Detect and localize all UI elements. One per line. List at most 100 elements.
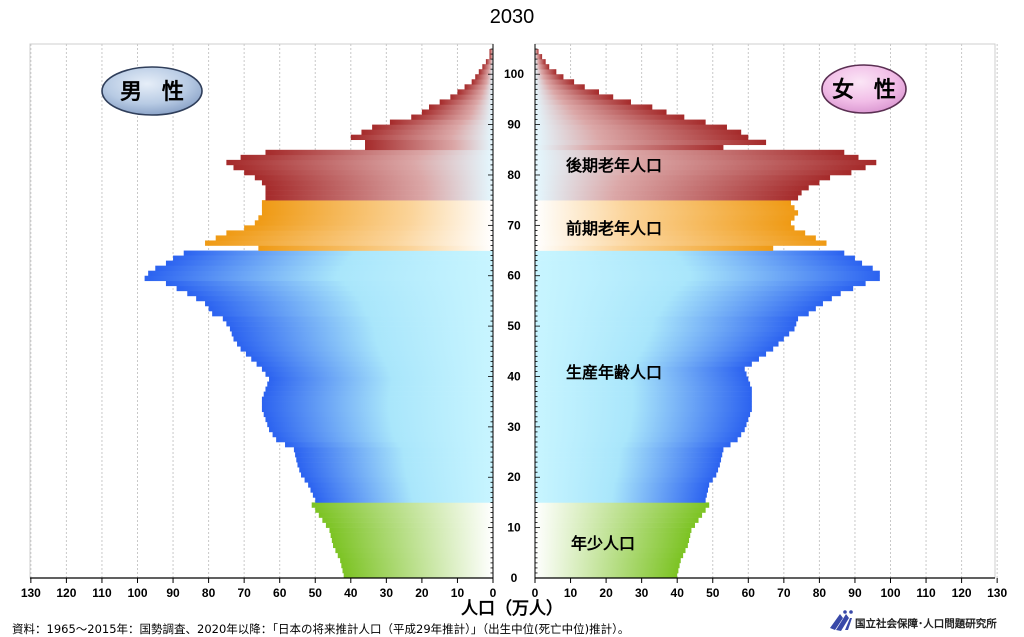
female-bar: [535, 457, 722, 463]
male-bar: [258, 245, 493, 251]
male-bar: [310, 487, 493, 493]
male-bar: [276, 436, 493, 443]
female-bar: [535, 190, 802, 196]
female-label-bubble: [821, 64, 907, 114]
male-bar: [365, 139, 493, 146]
female-bar: [535, 124, 727, 130]
male-bar: [208, 305, 493, 312]
x-tick-label: 60: [742, 586, 756, 600]
male-bar: [205, 300, 494, 307]
male-bar: [333, 542, 493, 549]
female-bar: [535, 200, 791, 206]
female-bar: [535, 351, 767, 357]
male-bar: [299, 467, 493, 473]
female-bar: [535, 159, 877, 166]
female-bar: [535, 169, 852, 176]
male-label-badge: 男 性: [101, 66, 203, 116]
age-ticks: 0 10 20 30 40 50 60 70 80 90 100: [488, 48, 540, 585]
female-bar: [535, 356, 759, 362]
male-bar: [331, 537, 493, 544]
female-bar: [535, 411, 751, 418]
male-bar: [244, 225, 493, 231]
female-bar: [535, 79, 575, 85]
male-bar: [482, 64, 493, 70]
male-bar: [312, 492, 493, 498]
x-tick-label: 120: [952, 586, 972, 600]
male-bar: [258, 215, 493, 221]
male-bar: [301, 472, 493, 478]
age-tick-label: 40: [507, 369, 521, 383]
female-bar: [535, 386, 752, 392]
male-bar: [265, 371, 493, 377]
female-bar: [535, 562, 680, 569]
male-bar: [233, 164, 494, 171]
female-bar: [535, 235, 816, 241]
publisher-logo: 国立社会保障･人口問題研究所: [830, 610, 997, 631]
female-bar: [535, 270, 880, 277]
female-bar: [535, 119, 706, 125]
female-bar: [535, 341, 779, 347]
female-bar: [535, 381, 751, 387]
male-bar: [240, 346, 493, 352]
female-bar: [535, 492, 707, 498]
x-tick-label: 100: [127, 586, 147, 600]
female-bar: [535, 275, 880, 282]
male-bar: [267, 421, 493, 428]
female-bar: [535, 129, 742, 135]
female-bar: [535, 431, 742, 438]
male-bar: [464, 84, 493, 90]
female-bar: [535, 421, 747, 428]
male-bar: [261, 401, 493, 408]
source-note: 資料：1965～2015年：国勢調査、2020年以降：「日本の将来推計人口（平成…: [12, 622, 629, 636]
male-bar: [240, 154, 493, 161]
female-bar: [535, 295, 832, 302]
x-tick-label: 50: [309, 586, 323, 600]
male-bar: [285, 441, 493, 448]
male-bar: [254, 174, 493, 181]
female-bar: [535, 401, 752, 408]
male-bar: [263, 411, 493, 418]
x-ticks-left: 130 120 110 100 90 80 70 60 50 40 30 20 10 0: [21, 578, 497, 600]
x-tick-label: 10: [564, 586, 578, 600]
male-bar: [450, 94, 493, 100]
female-label-badge: 女 性: [821, 64, 907, 114]
x-tick-label: 90: [166, 586, 180, 600]
group-label-early-elderly: 前期老年人口: [566, 219, 662, 238]
female-bar: [535, 487, 709, 493]
male-bar: [489, 54, 493, 60]
male-bar: [148, 270, 494, 277]
male-bar: [261, 180, 493, 186]
female-bar: [535, 517, 699, 523]
group-label-working-age: 生産年齢人口: [566, 363, 662, 382]
female-bar: [535, 74, 564, 80]
chart-title: 2030: [490, 6, 535, 28]
x-tick-label: 130: [21, 586, 41, 600]
female-bar: [535, 54, 543, 60]
x-tick-label: 50: [706, 586, 720, 600]
male-bar: [245, 351, 493, 357]
male-bar: [165, 280, 493, 287]
male-bar: [337, 552, 493, 559]
male-bars: [144, 49, 494, 579]
female-label: 女 性: [832, 77, 902, 103]
male-bar: [144, 275, 494, 282]
female-bar: [535, 285, 854, 292]
male-bar: [205, 240, 494, 246]
female-bar: [535, 441, 731, 448]
age-tick-label: 100: [504, 67, 524, 81]
male-bar: [237, 341, 493, 347]
male-bar: [263, 391, 493, 397]
male-bar: [231, 331, 493, 337]
male-label: 男 性: [120, 80, 190, 105]
female-bar: [535, 134, 749, 141]
x-tick-label: 80: [202, 586, 216, 600]
male-bar: [429, 104, 493, 110]
x-tick-label: 120: [56, 586, 76, 600]
female-bar: [535, 512, 703, 518]
female-bar: [535, 391, 752, 397]
age-tick-label: 50: [507, 319, 521, 333]
male-bar: [475, 74, 493, 80]
x-tick-label: 70: [777, 586, 791, 600]
male-bar: [421, 109, 493, 115]
female-bar: [535, 426, 745, 433]
